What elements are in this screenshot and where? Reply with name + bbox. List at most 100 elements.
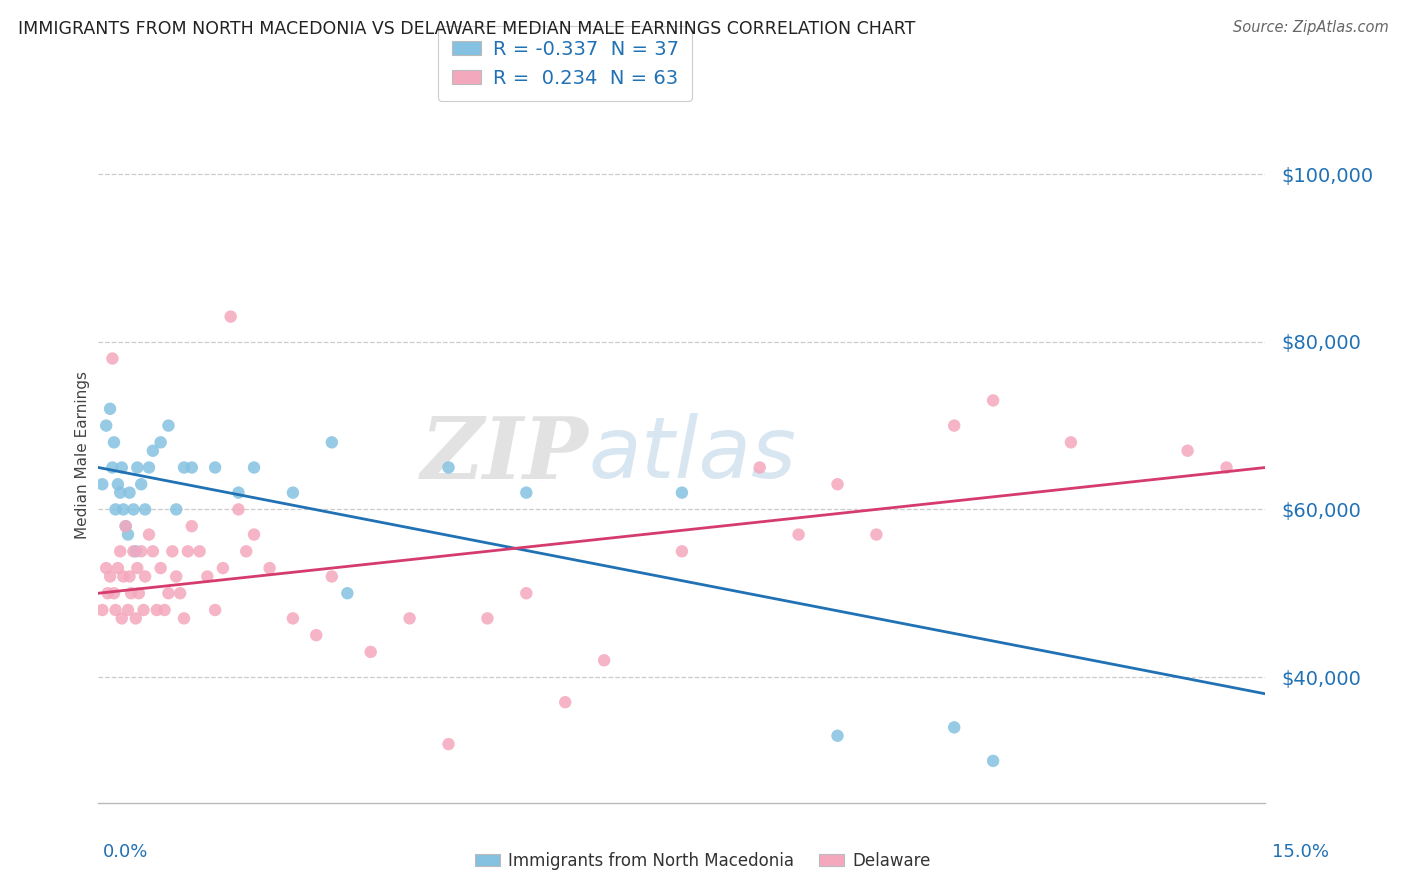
Point xyxy=(169,586,191,600)
Point xyxy=(671,485,693,500)
Point xyxy=(157,418,180,433)
Point xyxy=(321,435,343,450)
Point xyxy=(165,502,187,516)
Point xyxy=(142,443,165,458)
Point xyxy=(112,569,135,583)
Point xyxy=(125,544,148,558)
Point xyxy=(127,460,149,475)
Point xyxy=(157,586,180,600)
Point xyxy=(748,460,770,475)
Point xyxy=(122,502,145,516)
Point xyxy=(228,485,250,500)
Point xyxy=(827,477,849,491)
Point xyxy=(104,502,127,516)
Point xyxy=(593,653,616,667)
Text: 15.0%: 15.0% xyxy=(1271,843,1329,861)
Point xyxy=(228,502,250,516)
Point xyxy=(180,519,202,533)
Point xyxy=(91,603,114,617)
Point xyxy=(162,544,184,558)
Point xyxy=(787,527,810,541)
Point xyxy=(865,527,887,541)
Point xyxy=(112,502,135,516)
Point xyxy=(212,561,235,575)
Point xyxy=(114,519,136,533)
Point xyxy=(138,527,160,541)
Point xyxy=(173,611,195,625)
Point xyxy=(129,544,152,558)
Point xyxy=(360,645,382,659)
Point xyxy=(101,351,124,366)
Point xyxy=(981,754,1004,768)
Point xyxy=(981,393,1004,408)
Point xyxy=(128,586,150,600)
Point xyxy=(91,477,114,491)
Point xyxy=(104,603,127,617)
Point xyxy=(129,477,152,491)
Point xyxy=(107,561,129,575)
Point xyxy=(127,561,149,575)
Point xyxy=(243,460,266,475)
Point xyxy=(118,485,141,500)
Point xyxy=(281,611,304,625)
Text: 0.0%: 0.0% xyxy=(103,843,148,861)
Point xyxy=(477,611,499,625)
Point xyxy=(180,460,202,475)
Point xyxy=(321,569,343,583)
Point xyxy=(149,561,172,575)
Point xyxy=(188,544,211,558)
Legend: Immigrants from North Macedonia, Delaware: Immigrants from North Macedonia, Delawar… xyxy=(468,846,938,877)
Point xyxy=(114,519,136,533)
Point xyxy=(336,586,359,600)
Point xyxy=(281,485,304,500)
Point xyxy=(1060,435,1083,450)
Point xyxy=(103,435,125,450)
Y-axis label: Median Male Earnings: Median Male Earnings xyxy=(75,371,90,539)
Point xyxy=(97,586,120,600)
Point xyxy=(96,561,118,575)
Point xyxy=(204,460,226,475)
Point xyxy=(98,569,121,583)
Point xyxy=(259,561,281,575)
Point xyxy=(153,603,176,617)
Point xyxy=(827,729,849,743)
Point xyxy=(243,527,266,541)
Point xyxy=(1177,443,1199,458)
Point xyxy=(107,477,129,491)
Point xyxy=(103,586,125,600)
Point xyxy=(1215,460,1237,475)
Point xyxy=(943,720,966,734)
Point xyxy=(111,611,134,625)
Point xyxy=(515,586,537,600)
Point xyxy=(118,569,141,583)
Text: IMMIGRANTS FROM NORTH MACEDONIA VS DELAWARE MEDIAN MALE EARNINGS CORRELATION CHA: IMMIGRANTS FROM NORTH MACEDONIA VS DELAW… xyxy=(18,20,915,37)
Point xyxy=(943,418,966,433)
Point xyxy=(398,611,420,625)
Point xyxy=(134,569,156,583)
Point xyxy=(305,628,328,642)
Point xyxy=(195,569,218,583)
Point xyxy=(671,544,693,558)
Point xyxy=(142,544,165,558)
Point xyxy=(96,418,118,433)
Point xyxy=(101,460,124,475)
Point xyxy=(204,603,226,617)
Point xyxy=(235,544,257,558)
Text: atlas: atlas xyxy=(589,413,797,497)
Text: Source: ZipAtlas.com: Source: ZipAtlas.com xyxy=(1233,20,1389,35)
Point xyxy=(117,527,139,541)
Point xyxy=(134,502,156,516)
Point xyxy=(132,603,155,617)
Point xyxy=(219,310,242,324)
Point xyxy=(554,695,576,709)
Point xyxy=(138,460,160,475)
Point xyxy=(515,485,537,500)
Point xyxy=(98,401,121,416)
Point xyxy=(108,485,131,500)
Point xyxy=(122,544,145,558)
Point xyxy=(149,435,172,450)
Point xyxy=(125,611,148,625)
Point xyxy=(108,544,131,558)
Point xyxy=(173,460,195,475)
Point xyxy=(111,460,134,475)
